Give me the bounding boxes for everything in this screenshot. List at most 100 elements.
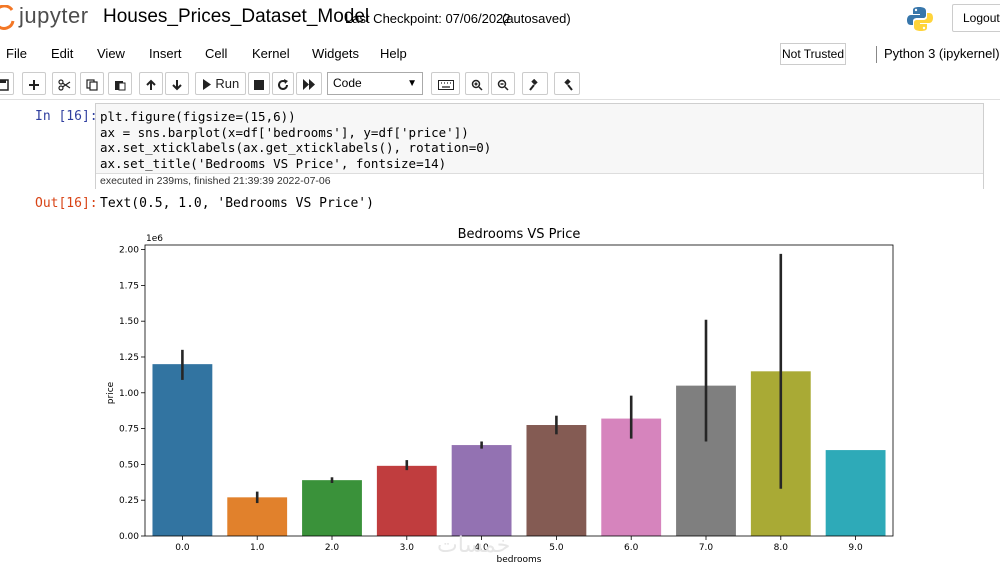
execution-info: executed in 239ms, finished 21:39:39 202… [96, 173, 983, 189]
input-prompt: In [16]: [35, 109, 98, 124]
restart-icon [278, 78, 288, 90]
logout-button[interactable]: Logout [952, 4, 1000, 32]
x-tick-label: 2.0 [325, 543, 340, 553]
y-tick-label: 0.25 [119, 496, 139, 506]
y-tick-label: 0.75 [119, 425, 139, 435]
y-offset-label: 1e6 [146, 234, 163, 244]
y-tick-label: 1.00 [119, 389, 139, 399]
output-prompt: Out[16]: [35, 196, 98, 211]
jupyter-logo-text[interactable]: jupyter [19, 3, 89, 28]
insert-cell-button[interactable] [22, 72, 46, 95]
save-icon [0, 78, 9, 91]
menu-kernel[interactable]: Kernel [252, 46, 290, 61]
toolbar: Run Code ▼ [0, 68, 1000, 100]
bar [825, 450, 886, 536]
autosave-status: (autosaved) [502, 11, 571, 26]
bar [227, 497, 288, 536]
bar [526, 425, 587, 536]
x-tick-label: 3.0 [400, 543, 415, 553]
notebook-area: In [16]: plt.figure(figsize=(15,6)) ax =… [0, 101, 1000, 571]
bar [376, 465, 437, 536]
output-text: Text(0.5, 1.0, 'Bedrooms VS Price') [100, 196, 374, 211]
bar [302, 480, 362, 536]
run-label: Run [215, 76, 240, 91]
restart-button[interactable] [272, 72, 294, 95]
keyboard-icon [437, 79, 454, 90]
code-line: ax.set_title('Bedrooms VS Price', fontsi… [100, 155, 447, 171]
restart-run-all-button[interactable] [296, 72, 322, 95]
play-icon [202, 79, 211, 91]
chart-title: Bedrooms VS Price [458, 227, 581, 242]
code-line: ax = sns.barplot(x=df['bedrooms'], y=df[… [100, 124, 469, 140]
y-tick-label: 1.50 [119, 317, 139, 327]
notebook-name[interactable]: Houses_Prices_Dataset_Model [103, 6, 370, 27]
interrupt-button[interactable] [248, 72, 270, 95]
x-tick-label: 6.0 [624, 543, 639, 553]
kernel-indicator[interactable]: Python 3 (ipykernel) [876, 46, 1000, 63]
y-axis-label: price [106, 381, 116, 404]
plus-icon [29, 79, 39, 90]
zoom-out-button[interactable] [491, 72, 515, 95]
save-button[interactable] [0, 72, 14, 95]
move-up-button[interactable] [139, 72, 163, 95]
plot-frame [144, 244, 894, 537]
x-tick-label: 1.0 [250, 543, 265, 553]
menu-view[interactable]: View [97, 46, 125, 61]
zoom-out-icon [497, 79, 509, 91]
zoom-in-icon [471, 79, 483, 91]
stop-icon [254, 79, 264, 90]
gavel-icon [564, 78, 573, 91]
x-tick-label: 4.0 [474, 543, 489, 553]
chevron-down-icon: ▼ [407, 78, 417, 89]
menu-cell[interactable]: Cell [205, 46, 228, 61]
menu-file[interactable]: File [6, 46, 27, 61]
cut-button[interactable] [52, 72, 76, 95]
python-logo-icon [907, 7, 933, 31]
zoom-in-button[interactable] [465, 72, 489, 95]
menu-bar: File Edit View Insert Cell Kernel Widget… [0, 40, 1000, 68]
code-line: plt.figure(figsize=(15,6)) [100, 109, 296, 124]
y-tick-label: 0.00 [119, 532, 139, 542]
not-trusted-button[interactable]: Not Trusted [780, 43, 846, 65]
menu-edit[interactable]: Edit [51, 46, 74, 61]
arrow-down-icon [172, 79, 182, 90]
cell-type-select[interactable]: Code ▼ [327, 72, 423, 95]
x-tick-label: 0.0 [175, 543, 190, 553]
code-line: ax.set_xticklabels(ax.get_xticklabels(),… [100, 140, 492, 155]
x-tick-label: 5.0 [549, 543, 564, 553]
menu-widgets[interactable]: Widgets [312, 46, 359, 61]
scissors-icon [57, 78, 70, 91]
x-axis-label: bedrooms [497, 555, 542, 565]
gavel-icon [529, 78, 538, 91]
notebook-header: jupyter Houses_Prices_Dataset_Model Last… [0, 0, 1000, 40]
bar [451, 445, 512, 536]
menu-help[interactable]: Help [380, 46, 407, 61]
y-tick-label: 1.25 [119, 353, 139, 363]
checkpoint-status: Last Checkpoint: 07/06/2022 [345, 11, 511, 26]
code-cell[interactable]: plt.figure(figsize=(15,6)) ax = sns.barp… [95, 103, 984, 189]
x-tick-label: 8.0 [774, 543, 789, 553]
y-tick-label: 0.50 [119, 460, 139, 470]
cell-type-value: Code [333, 76, 362, 90]
bar-chart: Bedrooms VS Price 1e6 price bedrooms 0.0… [106, 227, 894, 565]
gavel-button[interactable] [522, 72, 548, 95]
code-editor[interactable]: plt.figure(figsize=(15,6)) ax = sns.barp… [100, 109, 491, 171]
arrow-up-icon [146, 79, 156, 90]
menu-insert[interactable]: Insert [149, 46, 182, 61]
y-tick-label: 1.75 [119, 281, 139, 291]
watermark: خمسات [437, 532, 511, 557]
move-down-button[interactable] [165, 72, 189, 95]
fast-forward-icon [302, 79, 315, 91]
run-button[interactable]: Run [195, 72, 246, 95]
command-palette-button[interactable] [431, 72, 460, 95]
x-tick-label: 7.0 [699, 543, 714, 553]
copy-icon [86, 78, 98, 91]
bar [152, 364, 213, 536]
gavel-alt-button[interactable] [554, 72, 580, 95]
x-tick-label: 9.0 [848, 543, 863, 553]
paste-icon [115, 80, 126, 91]
y-tick-label: 2.00 [119, 246, 139, 256]
copy-button[interactable] [80, 72, 104, 95]
jupyter-logo-icon[interactable] [0, 5, 16, 31]
paste-button[interactable] [108, 72, 132, 95]
